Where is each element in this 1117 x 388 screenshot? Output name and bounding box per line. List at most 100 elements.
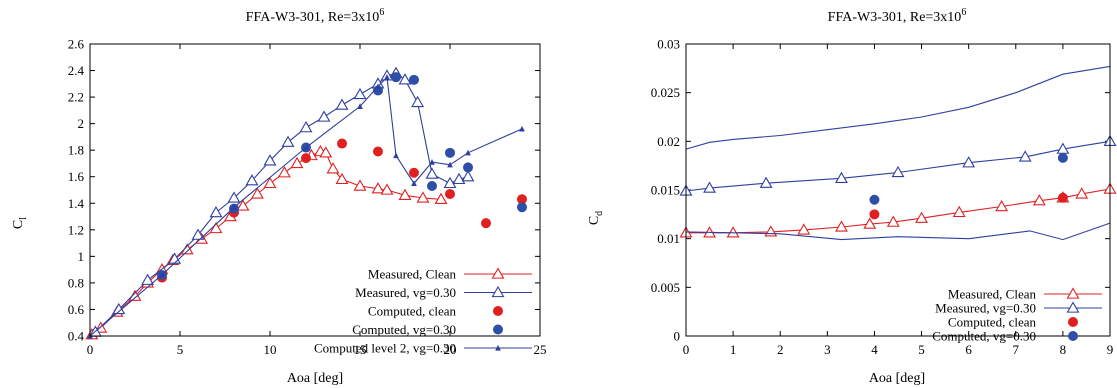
y-tick-label: 1.2: [68, 222, 84, 237]
series-computed-vg-0-30-point: [409, 74, 419, 85]
legend-entry: Measured, vg=0.30: [935, 301, 1102, 316]
series-computed-level-2-vg-0-30-point: [447, 161, 453, 168]
y-tick-label: 0.8: [68, 275, 84, 290]
x-tick-label: 15: [354, 342, 367, 357]
y-tick-label: 0.4: [68, 329, 85, 344]
x-tick-label: 5: [918, 342, 925, 357]
axis-ticks: 0 5 10 15 20 25 0.4 0.6 0.8 1 1.2 1.4 1.6 1.8 2 2.2 2.4 2…: [68, 37, 547, 358]
series-measured-clean-point: [995, 199, 1009, 212]
series-computed-clean-point: [301, 153, 311, 164]
series-computed-level-2-vg-0-30-point: [465, 149, 471, 156]
series-measured-clean-point: [398, 188, 412, 200]
series-measured-clean-point: [726, 226, 740, 238]
series-computed-clean-point: [445, 188, 455, 199]
series-measured-vg-0-30-point: [398, 73, 412, 85]
y-tick-label: 0.01: [657, 231, 680, 246]
legend-label: Measured, Clean: [948, 287, 1037, 302]
legend-point: [493, 324, 503, 335]
series-measured-vg-0-30-point: [1018, 150, 1032, 162]
series-measured-clean-point: [319, 146, 333, 158]
series-computed-level-2-vg-0-30-point: [429, 159, 435, 165]
series-measured-clean: [679, 182, 1117, 238]
series-computed-level-2-vg-0-30-point: [231, 204, 237, 210]
series-computed-clean-point: [373, 146, 383, 157]
x-tick-label: 1: [730, 342, 737, 357]
series-measured-vg-0-30-point: [141, 273, 155, 285]
series-measured-clean-point: [835, 220, 848, 232]
x-tick-label: 7: [1013, 342, 1020, 357]
series-measured-clean-point: [952, 205, 966, 218]
y-tick-label: 0.02: [657, 134, 680, 149]
legend-point: [491, 267, 505, 279]
x-tick-label: 6: [965, 342, 972, 357]
series-computed-vg-0-30-point: [373, 85, 383, 96]
y-tick-label: 0: [674, 329, 681, 344]
series-measured-vg-0-30-point: [353, 87, 367, 100]
y-tick-label: 2.4: [68, 63, 85, 78]
series-measured-clean-point: [1075, 187, 1089, 199]
series-measured-clean-point: [236, 199, 250, 211]
series-measured-vg-0-30-point: [281, 135, 295, 147]
y-tick-label: 1.8: [68, 143, 84, 158]
y-tick-label: 0.015: [651, 183, 680, 198]
series-measured-clean-point: [335, 172, 349, 185]
series-measured-vg-0-30-point: [227, 191, 241, 203]
x-tick-label: 3: [824, 342, 831, 357]
series-measured-clean-point: [263, 176, 277, 189]
x-axis-label: Aoa [deg]: [869, 371, 925, 386]
series-computed-level-2-vg-0-30-point: [411, 180, 417, 186]
legend-point: [495, 344, 501, 351]
series-computed-vg-0-30-point: [1057, 152, 1068, 163]
x-tick-label: 25: [534, 342, 547, 357]
series-2e3f9e-11-line: [685, 65, 1111, 150]
y-tick-label: 2.2: [68, 90, 84, 105]
x-tick-label: 4: [871, 342, 878, 357]
series-computed-level-2-vg-0-30-point: [375, 83, 381, 90]
series-measured-clean-point: [434, 192, 448, 204]
y-tick-label: 0.03: [657, 37, 680, 52]
series-measured-clean-point: [416, 191, 430, 203]
x-tick-label: 20: [444, 342, 457, 357]
x-tick-label: 8: [1060, 342, 1067, 357]
legend-label: Computed level 2, vg=0.30: [314, 341, 456, 356]
series-measured-vg-0-30-point: [335, 98, 349, 110]
series-measured-vg-0-30-point: [759, 176, 773, 188]
legend-label: Computed, clean: [948, 315, 1037, 330]
series-computed-clean-point: [1057, 192, 1068, 203]
series-measured-clean-point: [886, 215, 900, 227]
series-computed-level-2-vg-0-30-point: [303, 144, 309, 151]
series-measured-vg-0-30-point: [245, 174, 259, 186]
legend-entry: Measured, vg=0.30: [355, 285, 532, 300]
y-tick-label: 0.025: [651, 85, 680, 100]
legend-label: Computed, vg=0.30: [352, 322, 456, 337]
legend-entry: Measured, Clean: [948, 287, 1102, 302]
series-computed-vg-0-30-point: [517, 202, 527, 213]
x-tick-label: 5: [177, 342, 184, 357]
legend: Measured, Clean Measured, vg=0.30 Computed…: [314, 267, 532, 356]
legend-entry: Measured, Clean: [368, 267, 532, 282]
legend-label: Computed, vg=0.30: [932, 329, 1036, 344]
x-tick-label: 10: [264, 342, 277, 357]
legend-point: [491, 285, 505, 298]
legend-entry: Computed, clean: [948, 315, 1078, 330]
series-measured-clean-point: [915, 211, 929, 223]
series-measured-vg-0-30-point: [703, 181, 717, 193]
series-computed-level-2-vg-0-30-point: [393, 152, 399, 159]
series-measured-vg-0-30-point: [317, 110, 331, 122]
y-axis-label: Cl: [11, 217, 29, 229]
x-axis-label: Aoa [deg]: [287, 371, 343, 386]
y-tick-label: 2.6: [68, 37, 85, 52]
series-measured-vg-0-30-point: [443, 176, 457, 189]
series-measured-vg-0-30-point: [962, 156, 976, 168]
y-tick-label: 0.6: [68, 302, 85, 317]
legend-point: [493, 306, 503, 316]
series-computed-level-2-vg-0-30-point: [384, 74, 390, 80]
series-measured-clean-point: [380, 183, 394, 195]
legend-point: [1066, 287, 1080, 299]
legend-point: [1068, 331, 1078, 341]
series-measured-vg-0-30-point: [299, 121, 313, 133]
series-computed-vg-0-30-point: [445, 147, 455, 158]
plot-frame: [89, 43, 541, 337]
x-tick-label: 2: [777, 342, 784, 357]
